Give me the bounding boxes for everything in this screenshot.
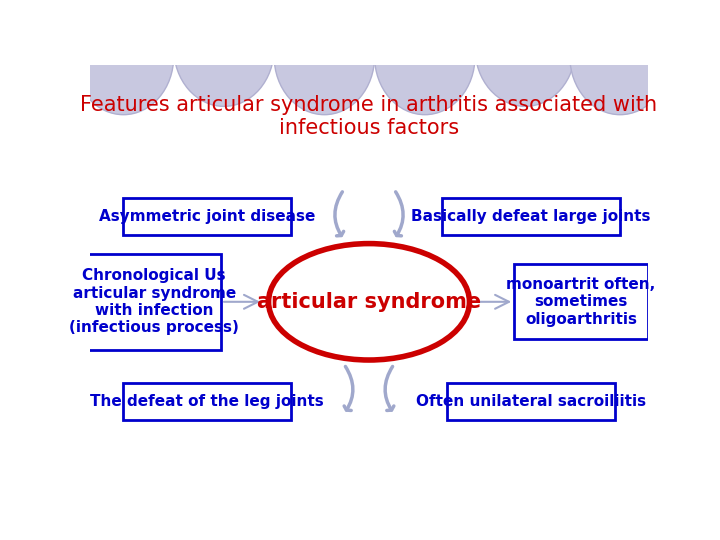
FancyBboxPatch shape xyxy=(87,254,221,349)
FancyBboxPatch shape xyxy=(441,198,620,235)
Ellipse shape xyxy=(374,0,475,114)
Text: Chronological Us
articular syndrome
with infection
(infectious process): Chronological Us articular syndrome with… xyxy=(69,268,239,335)
Text: monoartrit often,
sometimes
oligoarthritis: monoartrit often, sometimes oligoarthrit… xyxy=(506,277,656,327)
Text: Features articular syndrome in arthritis associated with
infectious factors: Features articular syndrome in arthritis… xyxy=(81,95,657,138)
Text: articular syndrome: articular syndrome xyxy=(257,292,481,312)
FancyBboxPatch shape xyxy=(447,383,615,420)
Ellipse shape xyxy=(570,0,670,114)
Ellipse shape xyxy=(274,0,374,114)
Ellipse shape xyxy=(73,0,174,114)
Ellipse shape xyxy=(174,0,274,106)
FancyBboxPatch shape xyxy=(124,198,291,235)
FancyBboxPatch shape xyxy=(514,265,648,339)
Ellipse shape xyxy=(269,244,469,360)
Text: Often unilateral sacroiliitis: Often unilateral sacroiliitis xyxy=(415,394,646,409)
FancyBboxPatch shape xyxy=(124,383,291,420)
Ellipse shape xyxy=(475,0,575,106)
Text: Basically defeat large joints: Basically defeat large joints xyxy=(411,209,651,224)
Text: Asymmetric joint disease: Asymmetric joint disease xyxy=(99,209,315,224)
Text: The defeat of the leg joints: The defeat of the leg joints xyxy=(90,394,324,409)
